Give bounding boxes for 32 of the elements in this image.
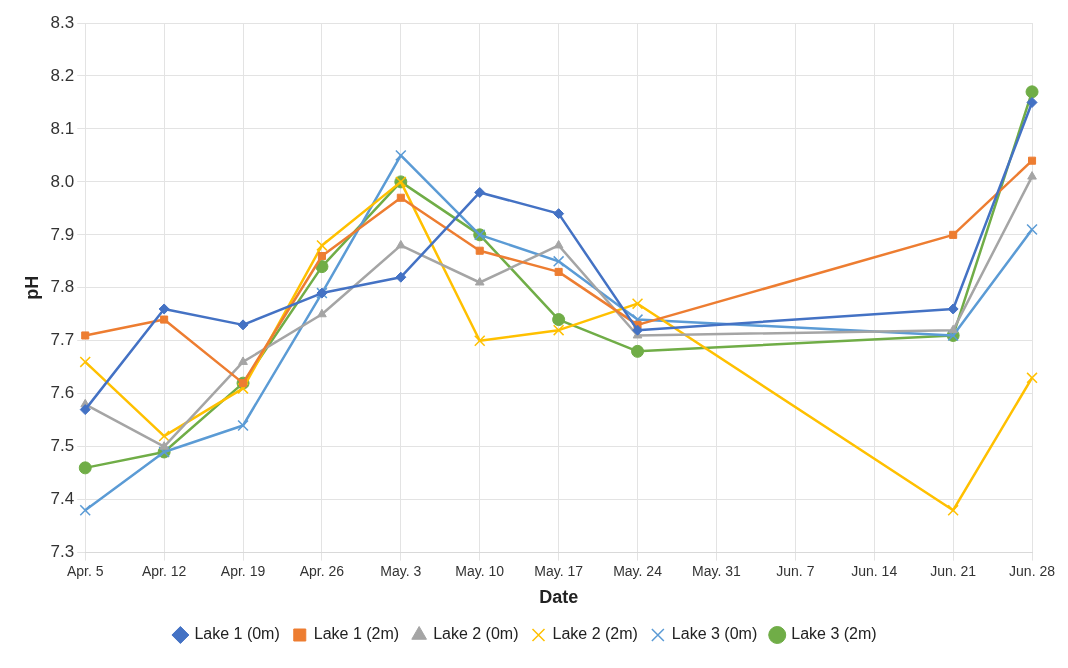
x-tick-label: Apr. 12 <box>141 562 187 579</box>
x-tick-label: May. 17 <box>534 562 584 579</box>
y-tick-label: 8.3 <box>50 12 75 32</box>
y-tick-label: 7.7 <box>50 330 75 350</box>
legend-label: Lake 1 (2m) <box>313 625 400 643</box>
x-tick-label: Apr. 5 <box>66 562 104 579</box>
y-tick-label: 7.6 <box>50 383 75 403</box>
y-tick-label: 8.0 <box>50 171 75 191</box>
x-tick-label: Jun. 21 <box>930 562 977 579</box>
y-axis-title: pH <box>21 275 42 300</box>
y-tick-label: 7.9 <box>50 224 75 244</box>
y-tick-label: 8.1 <box>50 118 75 138</box>
x-tick-label: May. 31 <box>692 562 742 579</box>
x-tick-label: Jun. 14 <box>851 562 898 579</box>
y-tick-label: 8.2 <box>50 65 75 85</box>
x-tick-label: Jun. 7 <box>776 562 815 579</box>
legend-label: Lake 1 (0m) <box>194 625 280 643</box>
x-tick-label: Jun. 28 <box>1009 562 1056 579</box>
y-tick-label: 7.3 <box>50 542 75 562</box>
legend-label: Lake 2 (2m) <box>552 625 638 643</box>
x-tick-label: May. 24 <box>613 562 663 579</box>
legend-label: Lake 3 (2m) <box>791 625 877 643</box>
y-tick-label: 7.8 <box>50 277 75 297</box>
x-axis-title: Date <box>539 587 579 608</box>
x-tick-label: Apr. 26 <box>299 562 345 579</box>
legend-label: Lake 2 (0m) <box>433 625 519 643</box>
legend-label: Lake 3 (0m) <box>671 625 758 643</box>
y-tick-label: 7.4 <box>50 489 75 509</box>
x-tick-label: Apr. 19 <box>220 562 266 579</box>
x-tick-label: May. 10 <box>455 562 505 579</box>
x-tick-label: May. 3 <box>380 562 422 579</box>
y-tick-label: 7.5 <box>50 436 75 456</box>
